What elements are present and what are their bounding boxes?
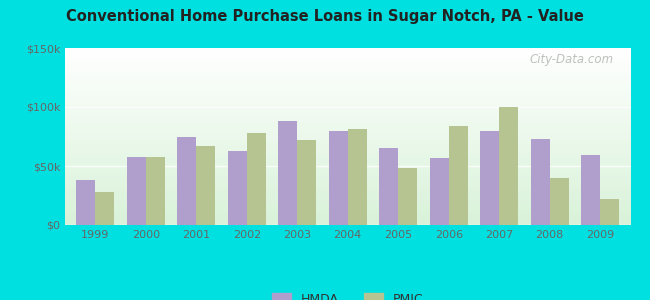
Bar bbox=[328, 130, 348, 225]
Bar bbox=[600, 199, 619, 225]
Bar bbox=[448, 126, 468, 225]
Bar bbox=[581, 155, 600, 225]
Text: City-Data.com: City-Data.com bbox=[529, 53, 614, 66]
Bar bbox=[278, 121, 297, 225]
Bar bbox=[379, 148, 398, 225]
Bar bbox=[430, 158, 448, 225]
Bar bbox=[177, 136, 196, 225]
Text: Conventional Home Purchase Loans in Sugar Notch, PA - Value: Conventional Home Purchase Loans in Suga… bbox=[66, 9, 584, 24]
Bar bbox=[127, 157, 146, 225]
Bar bbox=[247, 133, 266, 225]
Bar bbox=[76, 180, 96, 225]
Bar bbox=[297, 140, 317, 225]
Bar bbox=[227, 151, 247, 225]
Bar bbox=[530, 139, 550, 225]
Bar bbox=[146, 157, 165, 225]
Bar bbox=[398, 168, 417, 225]
Bar bbox=[550, 178, 569, 225]
Bar bbox=[196, 146, 215, 225]
Bar bbox=[348, 129, 367, 225]
Bar bbox=[480, 130, 499, 225]
Legend: HMDA, PMIC: HMDA, PMIC bbox=[267, 288, 428, 300]
Bar bbox=[96, 192, 114, 225]
Bar bbox=[499, 107, 519, 225]
